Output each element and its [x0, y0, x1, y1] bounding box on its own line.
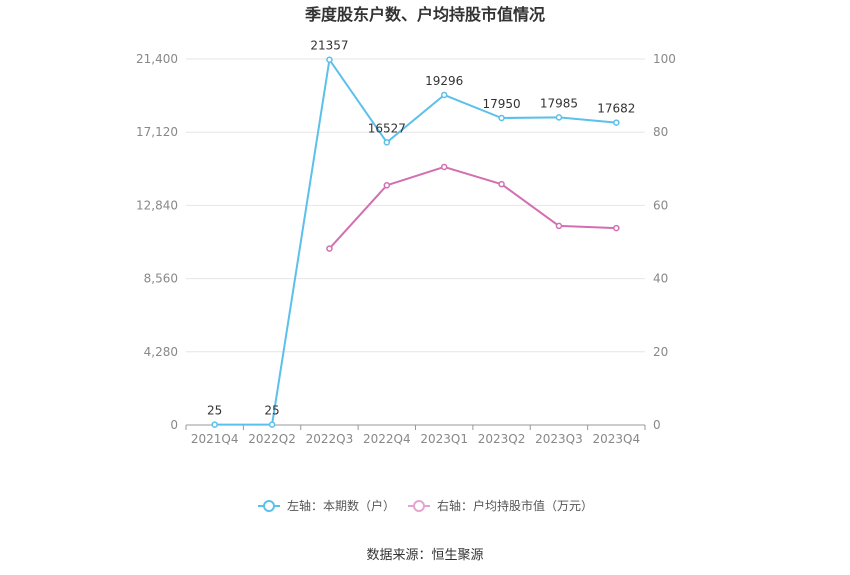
legend[interactable]: 左轴：本期数（户） 右轴：户均持股市值（万元）	[258, 498, 593, 513]
series-1-point	[613, 224, 620, 232]
series-0-point	[613, 119, 620, 126]
left-tick-label: 4,280	[144, 345, 178, 359]
x-tick-label: 2023Q3	[535, 432, 583, 446]
series-0-point	[326, 56, 333, 63]
series-0-point	[211, 421, 218, 428]
chart-title: 季度股东户数、户均持股市值情况	[304, 5, 545, 24]
grid	[186, 58, 645, 426]
series-0-point	[555, 114, 563, 121]
x-tick-label: 2022Q4	[363, 432, 411, 446]
legend-marker-right	[413, 500, 425, 512]
right-tick-label: 100	[653, 52, 676, 66]
data-label: 16527	[368, 121, 406, 135]
data-label: 25	[207, 404, 222, 418]
legend-item-right[interactable]: 右轴：户均持股市值（万元）	[408, 498, 593, 513]
x-tick-label: 2022Q3	[306, 432, 354, 446]
legend-label-right: 右轴：户均持股市值（万元）	[437, 498, 593, 513]
data-label: 21357	[310, 39, 348, 53]
legend-item-left[interactable]: 左轴：本期数（户）	[258, 498, 395, 513]
series-0-point	[498, 114, 505, 122]
right-tick-label: 40	[653, 272, 668, 286]
data-label: 17682	[597, 102, 635, 116]
x-tick-label: 2023Q4	[593, 432, 641, 446]
source-text: 数据来源：恒生聚源	[366, 548, 483, 563]
legend-marker-left	[263, 500, 275, 512]
left-tick-label: 0	[170, 418, 178, 432]
left-tick-label: 12,840	[136, 198, 178, 212]
series-layer: 25 25 21357 16527 19296 17950 17985 17682	[207, 39, 635, 428]
left-tick-label: 21,400	[136, 52, 178, 66]
series-0-point	[268, 421, 276, 428]
series-1-point	[555, 222, 563, 230]
series-1-point	[326, 245, 333, 252]
right-tick-label: 60	[653, 198, 668, 212]
legend-label-left: 左轴：本期数（户）	[287, 498, 395, 513]
data-label: 17985	[540, 96, 578, 110]
series-0-point	[440, 91, 448, 99]
data-label: 19296	[425, 74, 463, 88]
right-tick-label: 20	[653, 345, 668, 359]
left-tick-label: 8,560	[144, 272, 178, 286]
left-tick-label: 17,120	[136, 125, 178, 139]
x-tick-label: 2023Q1	[420, 432, 468, 446]
x-axis-ticks: 2021Q4 2022Q2 2022Q3 2022Q4 2023Q1 2023Q2 2023…	[185, 425, 646, 446]
series-1-point	[440, 163, 448, 171]
series-1-point	[498, 180, 505, 188]
series-line-0	[214, 58, 617, 426]
right-tick-label: 0	[653, 418, 661, 432]
x-tick-label: 2023Q2	[478, 432, 526, 446]
series-1-point	[383, 182, 391, 189]
data-label: 17950	[482, 97, 520, 111]
right-axis-ticks: 0 20 40 60 80 100	[653, 52, 676, 432]
left-axis-ticks: 0 4,280 8,560 12,840 17,120 21,400	[136, 52, 178, 432]
x-tick-label: 2022Q2	[248, 432, 296, 446]
data-label: 25	[264, 404, 279, 418]
series-0-point	[383, 139, 391, 146]
x-tick-label: 2021Q4	[191, 432, 239, 446]
right-tick-label: 80	[653, 125, 668, 139]
series-line-1	[328, 165, 617, 250]
